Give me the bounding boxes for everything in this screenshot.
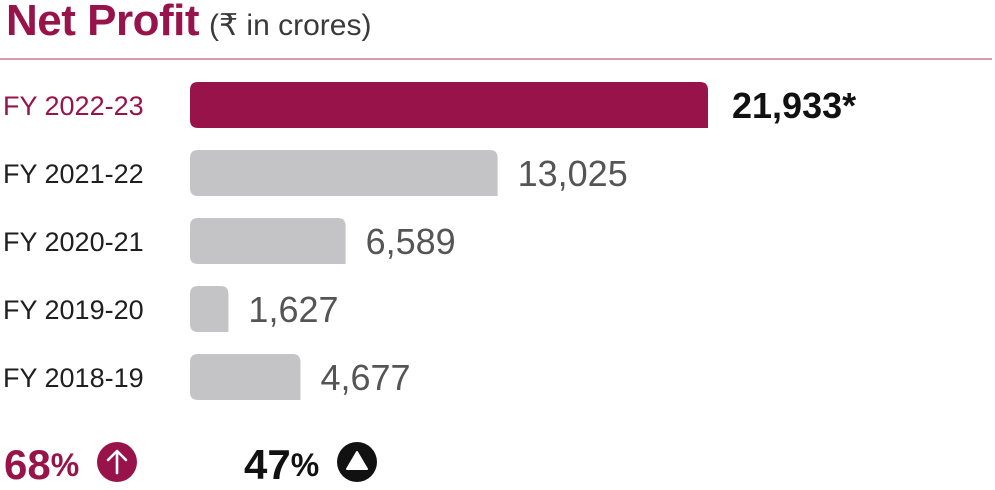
- category-label: FY 2020-21: [3, 227, 144, 257]
- stat-secondary-growth: 47%: [244, 440, 378, 490]
- net-profit-bar-chart: FY 2022-23 21,933* FY 2021-22 13,025 FY 2020…: [3, 82, 856, 400]
- header-divider: [0, 58, 992, 60]
- value-label: 1,627: [248, 289, 338, 330]
- category-label: FY 2021-22: [3, 159, 144, 189]
- stat-secondary-growth-percent: %: [290, 447, 320, 483]
- value-label: 4,677: [320, 357, 410, 398]
- stat-secondary-growth-number: 47: [244, 441, 291, 488]
- stat-profit-growth-percent: %: [50, 447, 80, 483]
- chart-subtitle: (₹ in crores): [209, 9, 372, 42]
- value-label: 6,589: [366, 221, 456, 262]
- value-label: 13,025: [518, 153, 628, 194]
- category-label: FY 2019-20: [3, 295, 144, 325]
- chart-title: Net Profit: [6, 0, 200, 45]
- bar: [190, 286, 229, 332]
- bar: [190, 218, 346, 264]
- bar: [190, 82, 708, 128]
- stat-profit-growth: 68%: [4, 440, 138, 490]
- arrow-up-circle-icon: [97, 442, 138, 482]
- stat-profit-growth-number: 68: [4, 441, 51, 488]
- chart-header: Net Profit (₹ in crores): [6, 0, 371, 54]
- category-label: FY 2022-23: [3, 91, 144, 121]
- bar: [190, 150, 498, 196]
- growth-stats: 68% 47%: [0, 440, 995, 490]
- bar: [190, 354, 301, 400]
- triangle-up-circle-icon: [337, 442, 378, 482]
- value-label: 21,933*: [732, 85, 856, 126]
- category-label: FY 2018-19: [3, 363, 144, 393]
